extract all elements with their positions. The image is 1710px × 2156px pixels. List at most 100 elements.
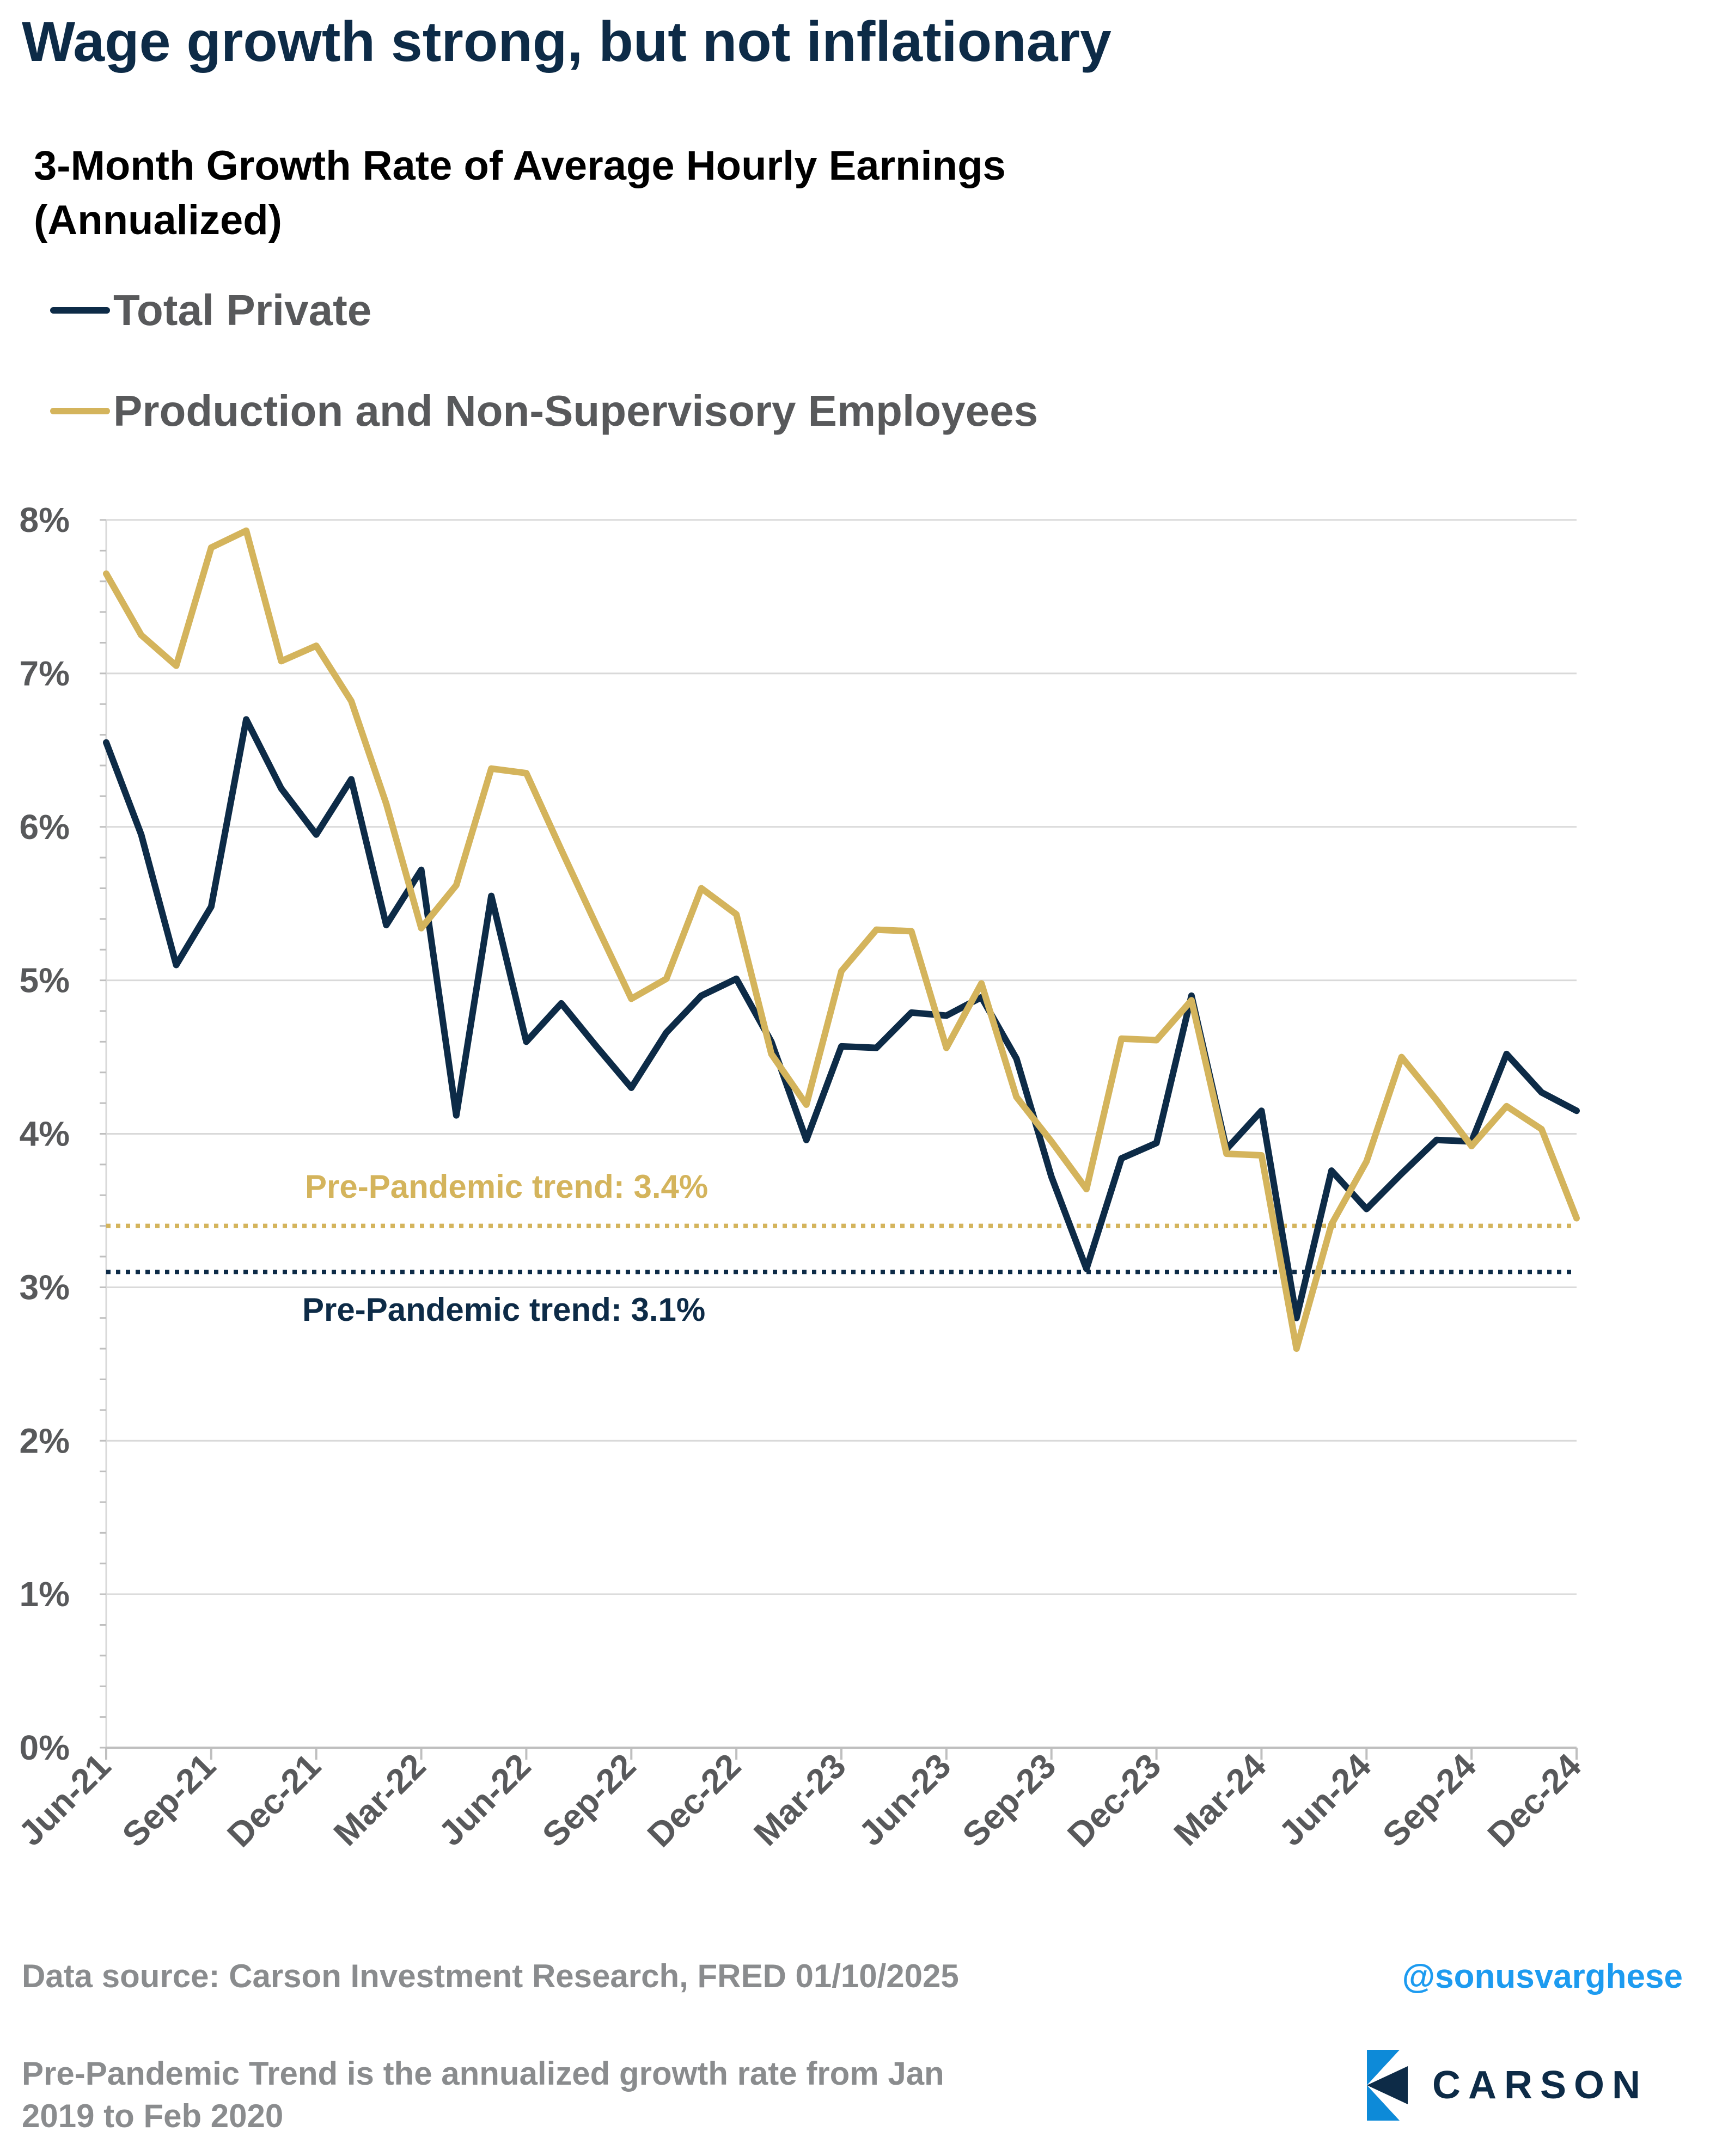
series-1-point	[1436, 1099, 1437, 1101]
x-tick-label: Dec-21	[219, 1746, 328, 1854]
series-1-point	[911, 930, 912, 932]
y-tick-label: 0%	[20, 1728, 70, 1767]
x-tick-label: Dec-24	[1480, 1746, 1589, 1855]
series-1-point	[315, 645, 317, 647]
y-tick-label: 1%	[20, 1575, 70, 1614]
chart-subtitle: 3-Month Growth Rate of Average Hourly Ea…	[34, 143, 1006, 243]
series-1-point	[876, 929, 877, 930]
legend-swatch-production	[50, 408, 110, 414]
series-0-point	[841, 1045, 842, 1047]
series-1-point	[736, 914, 737, 915]
legend-label-production: Production and Non-Supervisory Employees	[113, 387, 1039, 435]
series-0-point	[1121, 1157, 1122, 1159]
series-0-point	[805, 1139, 807, 1141]
series-1-point	[945, 1047, 947, 1049]
series-0-point	[1296, 1317, 1297, 1319]
series-1-point	[175, 665, 177, 666]
series-1-point	[1576, 1217, 1577, 1219]
y-tick-label: 7%	[20, 654, 70, 693]
series-1-point	[596, 924, 597, 926]
methodology-note: Pre-Pandemic Trend is the annualized gro…	[22, 2055, 944, 2134]
series-1-point	[631, 998, 632, 1000]
series-1-point	[141, 634, 142, 636]
series-0-point	[420, 869, 422, 871]
series-0-point	[141, 834, 142, 835]
series-0-point	[1366, 1208, 1367, 1210]
series-0-point	[1086, 1268, 1087, 1270]
x-tick-label: Sep-21	[114, 1746, 223, 1854]
series-1-point	[560, 849, 562, 851]
series-1-point	[1226, 1153, 1227, 1155]
series-0-point	[1541, 1092, 1542, 1093]
y-tick-label: 2%	[20, 1421, 70, 1460]
reference-label-total-private: Pre-Pandemic trend: 3.1%	[302, 1291, 705, 1328]
series-0-point	[981, 996, 982, 998]
data-source-note: Data source: Carson Investment Research,…	[22, 1958, 959, 1994]
carson-logo: CARSON	[1356, 2044, 1648, 2126]
series-0-point	[106, 742, 107, 743]
series-1-point	[1121, 1038, 1122, 1039]
series-0-point	[1576, 1110, 1577, 1112]
series-0-point	[1331, 1170, 1332, 1172]
series-0-point	[631, 1087, 632, 1088]
x-tick-label: Jun-24	[1271, 1746, 1378, 1853]
tick-labels: 0%1%2%3%4%5%6%7%8%Jun-21Sep-21Dec-21Mar-…	[11, 500, 1589, 1854]
series-0-point	[1051, 1176, 1052, 1178]
series-1-point	[1190, 1000, 1192, 1001]
series-1-point	[1261, 1154, 1262, 1156]
legend-item-total-private: Total Private	[50, 283, 371, 338]
x-tick-label: Sep-24	[1375, 1746, 1484, 1855]
series-1-point	[526, 773, 527, 774]
x-tick-label: Sep-22	[535, 1746, 643, 1854]
series-1-point	[1296, 1348, 1297, 1350]
y-tick-label: 6%	[20, 807, 70, 847]
series-1-point	[1401, 1056, 1402, 1058]
series-0-point	[491, 895, 492, 897]
series-1-point	[841, 970, 842, 972]
series-1-point	[455, 884, 457, 886]
x-tick-label: Sep-23	[955, 1746, 1063, 1854]
series-0-point	[1506, 1053, 1507, 1055]
series-1-point	[1016, 1096, 1017, 1098]
series-0-point	[526, 1041, 527, 1043]
series-1-point	[700, 887, 702, 889]
twitter-handle-link[interactable]: @sonusvarghese	[1402, 1958, 1683, 1995]
chart-title: Wage growth strong, but not inflationary	[22, 10, 1112, 74]
series-1-point	[386, 803, 387, 805]
series-1-point	[1471, 1146, 1473, 1147]
series-0-point	[246, 719, 247, 720]
series-0-point	[911, 1012, 912, 1013]
series-0-point	[665, 1032, 667, 1033]
y-tick-label: 4%	[20, 1114, 70, 1154]
y-tick-label: 5%	[20, 961, 70, 1000]
series-0-point	[386, 924, 387, 926]
series-0-point	[455, 1114, 457, 1116]
series-lines	[103, 527, 1580, 1352]
series-0-point	[210, 906, 212, 908]
x-tick-label: Mar-23	[746, 1746, 853, 1853]
series-0-point	[700, 995, 702, 996]
y-tick-label: 8%	[20, 500, 70, 540]
series-0-point	[1190, 995, 1192, 996]
y-tick-label: 3%	[20, 1267, 70, 1307]
series-1-point	[1506, 1105, 1507, 1107]
series-0-point	[596, 1045, 597, 1047]
x-tick-label: Jun-23	[851, 1746, 958, 1853]
series-0-point	[736, 978, 737, 979]
series-0-point	[876, 1047, 877, 1049]
series-1-point	[1086, 1188, 1087, 1190]
gridlines	[106, 519, 1577, 1595]
series-0-point	[315, 834, 317, 835]
x-tick-label: Dec-23	[1060, 1746, 1168, 1854]
series-1-point	[771, 1053, 772, 1055]
series-0-point	[175, 964, 177, 966]
carson-logo-text: CARSON	[1432, 2063, 1648, 2107]
series-1-point	[665, 978, 667, 979]
series-line-0	[103, 716, 1580, 1321]
series-1-point	[420, 927, 422, 929]
line-chart: 0%1%2%3%4%5%6%7%8%Jun-21Sep-21Dec-21Mar-…	[11, 500, 1589, 1854]
series-1-point	[491, 768, 492, 769]
axes	[100, 519, 1578, 1760]
series-1-point	[106, 573, 107, 574]
carson-logo-icon	[1367, 2050, 1408, 2121]
